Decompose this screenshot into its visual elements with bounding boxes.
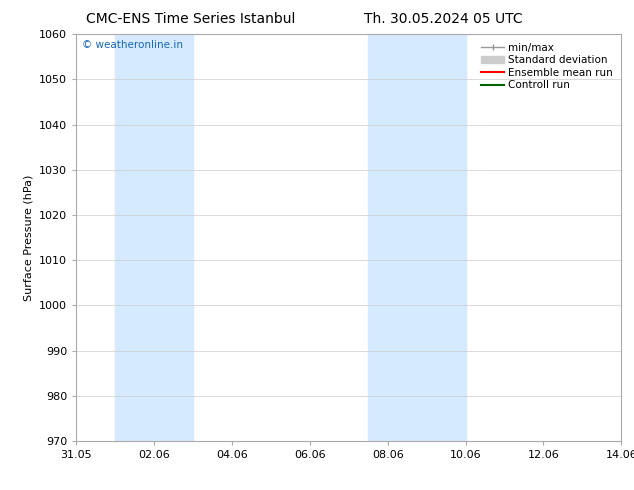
Text: Th. 30.05.2024 05 UTC: Th. 30.05.2024 05 UTC — [365, 12, 523, 26]
Bar — [115, 34, 193, 441]
Text: © weatheronline.in: © weatheronline.in — [82, 40, 183, 50]
Legend: min/max, Standard deviation, Ensemble mean run, Controll run: min/max, Standard deviation, Ensemble me… — [478, 40, 616, 94]
Y-axis label: Surface Pressure (hPa): Surface Pressure (hPa) — [23, 174, 34, 301]
Text: CMC-ENS Time Series Istanbul: CMC-ENS Time Series Istanbul — [86, 12, 295, 26]
Bar — [368, 34, 465, 441]
